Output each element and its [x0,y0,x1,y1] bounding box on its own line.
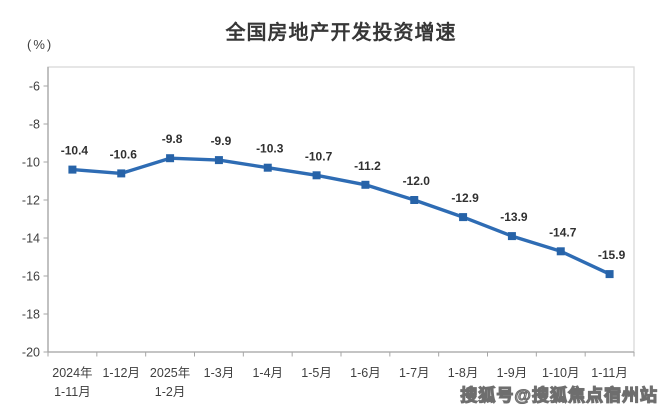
x-category-label: 1-4月 [252,366,283,380]
data-point-marker [361,180,370,189]
chart-title: 全国房地产开发投资增速 [225,22,457,44]
x-category-label: 1-3月 [204,366,235,380]
data-point-marker [68,165,77,174]
x-category-label: 1-5月 [301,366,332,380]
data-point-label: -10.6 [110,147,138,161]
watermark-text: 搜狐号@搜狐焦点宿州站 [460,385,658,405]
x-category-label: 1-8月 [448,366,479,380]
plot-area [47,66,635,353]
y-tick-label: -10 [22,156,40,170]
data-point-label: -10.4 [61,144,89,158]
x-category-label: 1-2月 [155,385,186,399]
x-category-label: 1-7月 [399,366,430,380]
data-point-label: -14.7 [549,225,577,239]
data-point-label: -9.8 [162,132,183,146]
data-point-marker [410,196,419,204]
data-point-label: -9.9 [211,134,232,148]
trend-line [70,156,612,276]
y-tick-label: -16 [22,270,40,284]
y-tick-label: -18 [22,308,40,322]
data-point-label: -11.2 [354,159,381,173]
x-category-label: 1-11月 [591,366,628,380]
y-tick-label: -8 [29,118,40,132]
x-category-label: 2025年 [150,366,190,380]
data-point-label: -13.9 [500,210,528,224]
data-point-marker [556,247,565,256]
data-point-marker [312,171,321,180]
data-point-marker [459,213,468,222]
data-point-marker [507,232,516,241]
data-point-label: -12.9 [451,191,479,205]
y-tick-label: -6 [29,80,40,94]
x-category-label: 1-9月 [497,366,528,380]
data-point-label: -10.3 [256,142,284,156]
y-tick-label: -12 [22,194,40,208]
y-tick-label: -14 [22,232,40,246]
x-category-label: 1-6月 [350,366,381,380]
x-category-label: 2024年 [52,366,92,380]
data-point-marker [605,270,614,279]
data-point-marker [117,169,126,178]
data-point-marker [263,163,272,172]
data-point-marker [214,156,223,165]
y-axis-unit-label: (%) [27,37,54,52]
y-tick-label: -20 [22,346,40,360]
data-point-label: -12.0 [403,174,431,188]
data-point-label: -10.7 [305,149,333,163]
x-category-label: 1-12月 [102,366,140,380]
data-point-label: -15.9 [598,248,626,262]
x-category-label: 1-11月 [54,385,91,399]
x-category-label: 1-10月 [542,366,580,380]
data-point-marker [166,154,175,163]
